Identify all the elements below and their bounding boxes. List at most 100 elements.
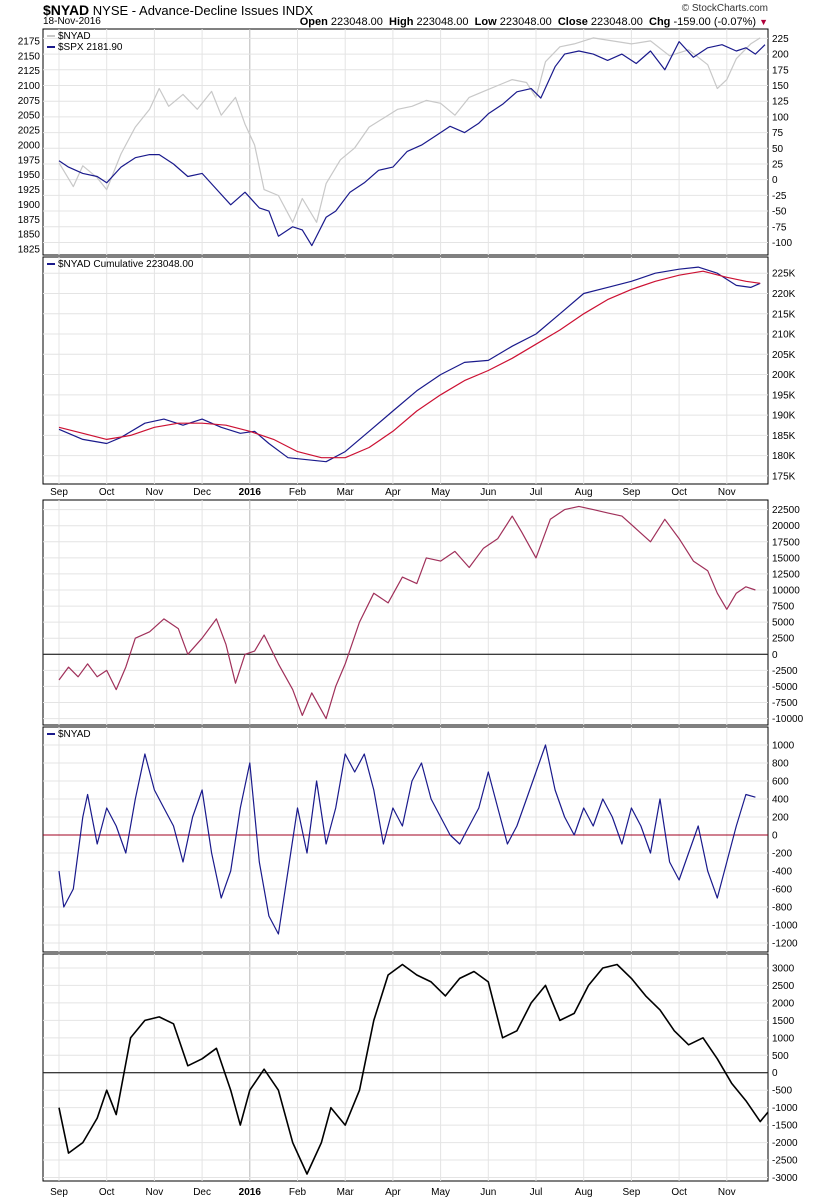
right-tick-label: -400 — [772, 867, 792, 878]
month-tick-label: Nov — [718, 487, 736, 498]
symbol-description: NYSE - Advance-Decline Issues INDX — [92, 3, 314, 18]
left-tick-label: 1975 — [18, 155, 41, 166]
month-tick-label: May — [431, 1187, 450, 1198]
right-tick-label: -2500 — [772, 1156, 798, 1167]
right-tick-label: 125 — [772, 97, 789, 108]
right-tick-label: 10000 — [772, 586, 800, 597]
low-value: 223048.00 — [499, 16, 552, 28]
panel-5: -3000 -2500 -2000 -1500 -1000 -500 0 500 1000 150… — [42, 953, 798, 1184]
month-tick-label: Apr — [385, 1187, 401, 1198]
legend-label: $NYAD — [58, 31, 91, 42]
left-tick-label: 2075 — [18, 96, 41, 107]
series-line-1 — [58, 505, 756, 720]
right-tick-label: 1000 — [772, 741, 795, 752]
right-tick-label: -7500 — [772, 698, 798, 709]
right-tick-label: -5000 — [772, 682, 798, 693]
chg-label: Chg — [649, 16, 671, 28]
month-tick-label: Mar — [337, 1187, 355, 1198]
left-tick-label: 2000 — [18, 140, 41, 151]
right-tick-label: -25 — [772, 191, 787, 202]
legend-label: $SPX 2181.90 — [58, 42, 123, 53]
panel-frame — [42, 953, 769, 1182]
right-tick-label: -2500 — [772, 666, 798, 677]
high-label: High — [389, 16, 414, 28]
left-tick-label: 1900 — [18, 200, 41, 211]
high-value: 223048.00 — [416, 16, 469, 28]
month-tick-label: Oct — [671, 1187, 687, 1198]
legend-label: $NYAD — [58, 729, 91, 740]
month-tick-label: Oct — [99, 487, 115, 498]
open-label: Open — [299, 16, 328, 28]
chg-down-arrow-icon: ▼ — [759, 17, 768, 27]
series-line-1 — [58, 963, 768, 1175]
chart-date: 18-Nov-2016 — [43, 16, 101, 27]
month-tick-label: Sep — [50, 487, 68, 498]
month-tick-label: Mar — [337, 487, 355, 498]
right-tick-label: 25 — [772, 159, 784, 170]
right-tick-label: 2500 — [772, 634, 795, 645]
right-tick-label: 225 — [772, 34, 789, 45]
right-tick-label: -50 — [772, 207, 787, 218]
left-tick-label: 1825 — [18, 245, 41, 256]
month-tick-label: Feb — [289, 1187, 307, 1198]
left-tick-label: 2175 — [18, 36, 41, 47]
month-tick-label: Feb — [289, 487, 307, 498]
right-tick-label: 17500 — [772, 537, 800, 548]
right-tick-label: -1500 — [772, 1121, 798, 1132]
right-tick-label: 15000 — [772, 553, 800, 564]
right-tick-label: 22500 — [772, 505, 800, 516]
right-tick-label: 5000 — [772, 618, 795, 629]
right-tick-label: 20000 — [772, 521, 800, 532]
right-tick-label: -3000 — [772, 1173, 798, 1184]
panel-1: -100 -75 -50 -25 0 25 50 75 100 125 150 175 200 225 18… — [18, 28, 792, 256]
chg-value: -159.00 (-0.07%) — [673, 16, 757, 28]
month-tick-label: 2016 — [239, 487, 262, 498]
series-line-2 — [58, 40, 766, 247]
month-tick-label: Jun — [480, 487, 496, 498]
right-tick-label: 180K — [772, 451, 796, 462]
right-tick-label: 195K — [772, 390, 796, 401]
left-tick-label: 1850 — [18, 230, 41, 241]
panel-frame — [42, 726, 769, 953]
close-label: Close — [557, 16, 588, 28]
right-tick-label: 800 — [772, 759, 789, 770]
left-tick-label: 2025 — [18, 126, 41, 137]
right-tick-label: -100 — [772, 238, 792, 249]
month-tick-label: Nov — [146, 1187, 164, 1198]
right-tick-label: 1500 — [772, 1016, 795, 1027]
month-tick-label: 2016 — [239, 1187, 262, 1198]
right-tick-label: 2500 — [772, 981, 795, 992]
month-tick-label: Nov — [146, 487, 164, 498]
right-tick-label: -800 — [772, 903, 792, 914]
month-tick-label: Jul — [530, 1187, 543, 1198]
left-tick-label: 2150 — [18, 51, 41, 62]
low-label: Low — [474, 16, 497, 28]
month-tick-label: Jun — [480, 1187, 496, 1198]
right-tick-label: -500 — [772, 1086, 792, 1097]
right-tick-label: 12500 — [772, 569, 800, 580]
panel-frame — [42, 28, 769, 256]
right-tick-label: 0 — [772, 650, 778, 661]
panel-frame — [42, 256, 769, 485]
right-tick-label: -1200 — [772, 939, 798, 950]
right-tick-label: 0 — [772, 1068, 778, 1079]
right-tick-label: -200 — [772, 849, 792, 860]
right-tick-label: 205K — [772, 350, 796, 361]
right-tick-label: 2000 — [772, 998, 795, 1009]
right-tick-label: 75 — [772, 128, 784, 139]
panel-frame — [42, 499, 769, 726]
close-value: 223048.00 — [590, 16, 643, 28]
month-tick-label: Dec — [193, 1187, 211, 1198]
right-tick-label: -1000 — [772, 921, 798, 932]
month-tick-label: Sep — [50, 1187, 68, 1198]
right-tick-label: 210K — [772, 330, 796, 341]
right-tick-label: -10000 — [772, 714, 804, 725]
left-tick-label: 2100 — [18, 81, 41, 92]
month-tick-label: Aug — [575, 1187, 593, 1198]
month-tick-label: Sep — [623, 1187, 641, 1198]
right-tick-label: 400 — [772, 795, 789, 806]
month-tick-label: Oct — [99, 1187, 115, 1198]
ohlc-readout: Open 223048.00 High 223048.00 Low 223048… — [300, 16, 768, 28]
right-tick-label: -75 — [772, 222, 787, 233]
left-tick-label: 1950 — [18, 170, 41, 181]
